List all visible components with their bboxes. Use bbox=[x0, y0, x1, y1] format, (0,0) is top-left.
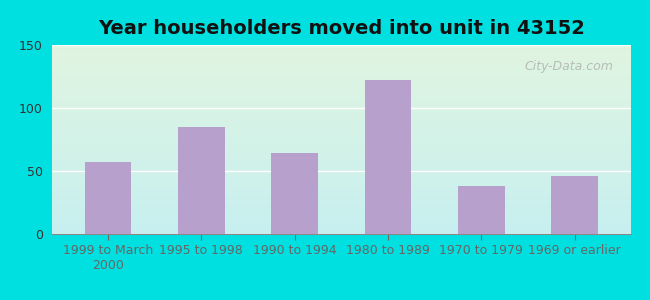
Bar bbox=[551, 176, 598, 234]
Bar bbox=[178, 127, 225, 234]
Bar bbox=[84, 162, 131, 234]
Title: Year householders moved into unit in 43152: Year householders moved into unit in 431… bbox=[98, 19, 585, 38]
Bar bbox=[458, 186, 504, 234]
Text: City-Data.com: City-Data.com bbox=[525, 60, 613, 73]
Bar bbox=[365, 80, 411, 234]
Bar bbox=[271, 153, 318, 234]
